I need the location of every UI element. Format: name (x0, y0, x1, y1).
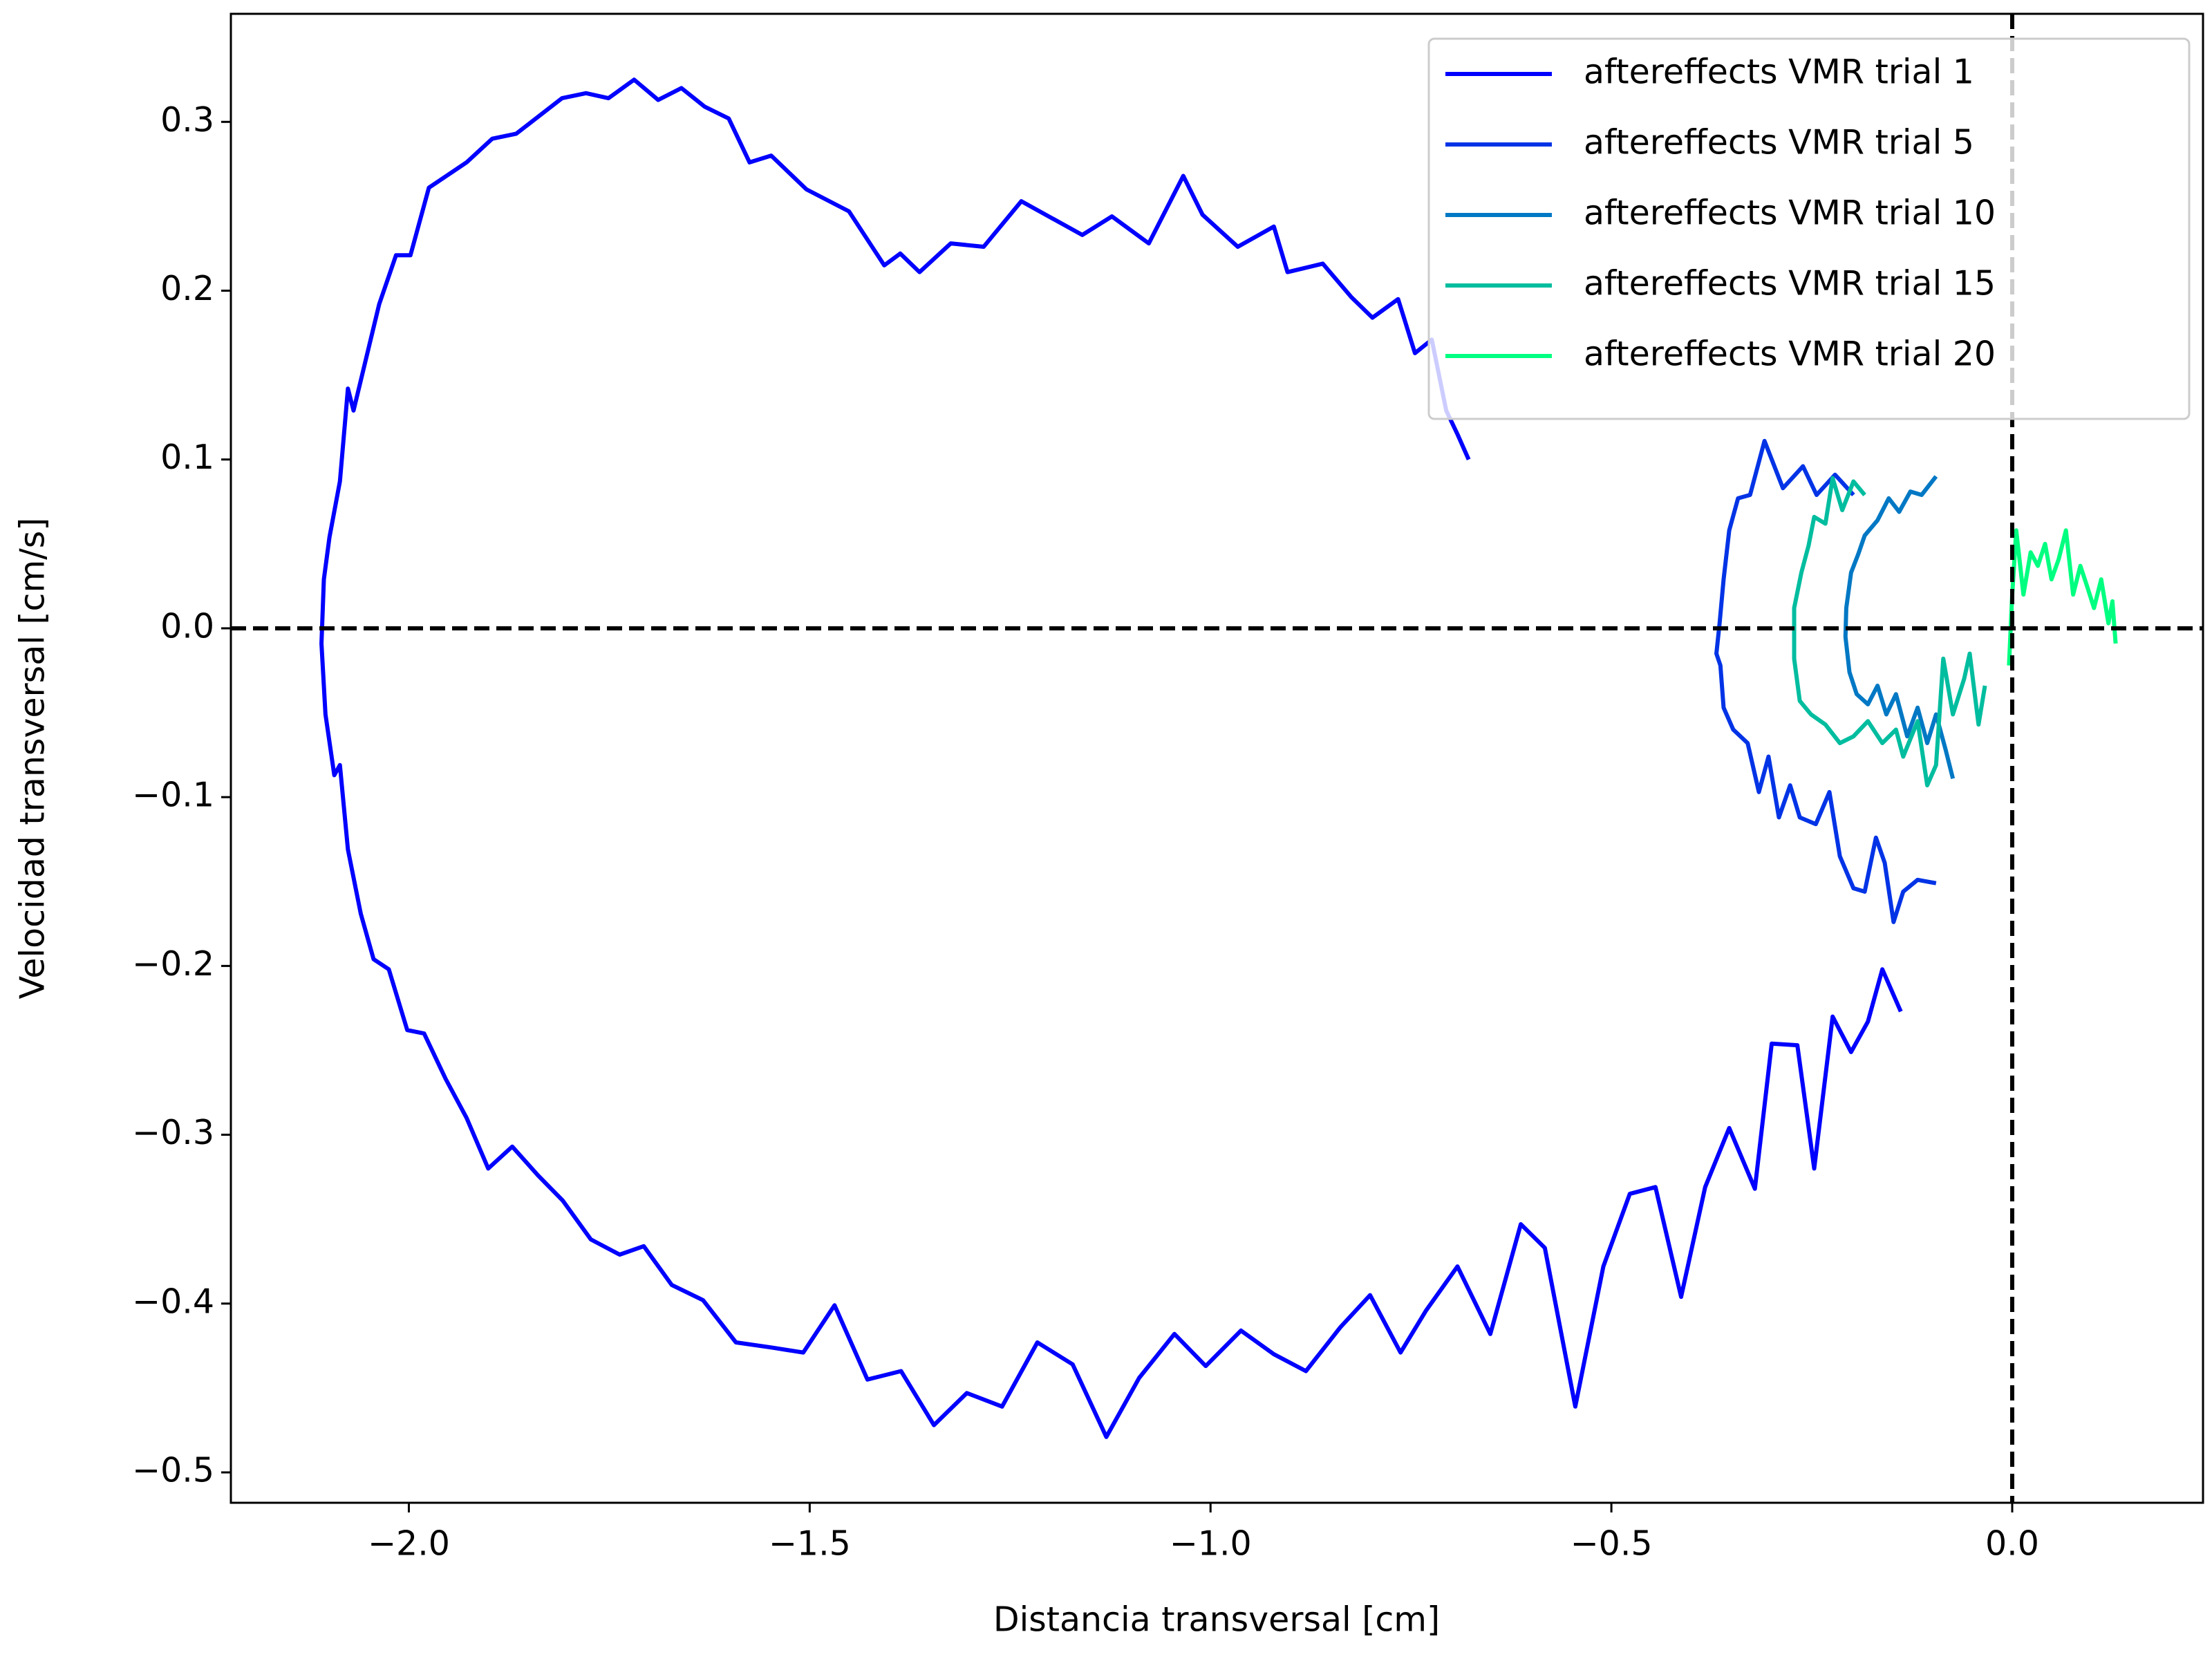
legend-label: aftereffects VMR trial 10 (1584, 194, 1996, 233)
x-tick-label: −2.0 (368, 1524, 450, 1564)
y-tick-label: 0.1 (160, 438, 214, 477)
data-line (2007, 528, 2118, 666)
data-line (1792, 476, 1987, 788)
y-tick-label: −0.1 (132, 776, 214, 815)
y-tick-label: −0.4 (132, 1282, 214, 1321)
y-tick-label: −0.2 (132, 944, 214, 984)
x-tick-label: −0.5 (1571, 1524, 1653, 1564)
y-tick-label: 0.2 (160, 269, 214, 308)
x-axis-label: Distancia transversal [cm] (993, 1600, 1440, 1640)
legend-box (1427, 37, 2191, 420)
x-tick-label: −1.5 (769, 1524, 851, 1564)
legend-label: aftereffects VMR trial 1 (1584, 53, 1974, 92)
legend-label: aftereffects VMR trial 20 (1584, 335, 1996, 374)
plot-frame (229, 12, 2204, 1504)
y-tick-label: 0.0 (160, 606, 214, 646)
y-axis-label: Velocidad transversal [cm/s] (13, 518, 53, 1000)
y-tick-label: 0.3 (160, 100, 214, 140)
y-tick-label: −0.3 (132, 1113, 214, 1152)
y-tick-label: −0.5 (132, 1451, 214, 1490)
data-line (1714, 438, 1937, 924)
x-tick-label: −1.0 (1170, 1524, 1252, 1564)
legend-label: aftereffects VMR trial 15 (1584, 264, 1996, 303)
plot-area (231, 14, 2203, 1503)
x-tick-label: 0.0 (1985, 1524, 2039, 1564)
legend-label: aftereffects VMR trial 5 (1584, 123, 1974, 162)
data-line (1843, 475, 1956, 780)
data-line (319, 77, 1903, 1439)
